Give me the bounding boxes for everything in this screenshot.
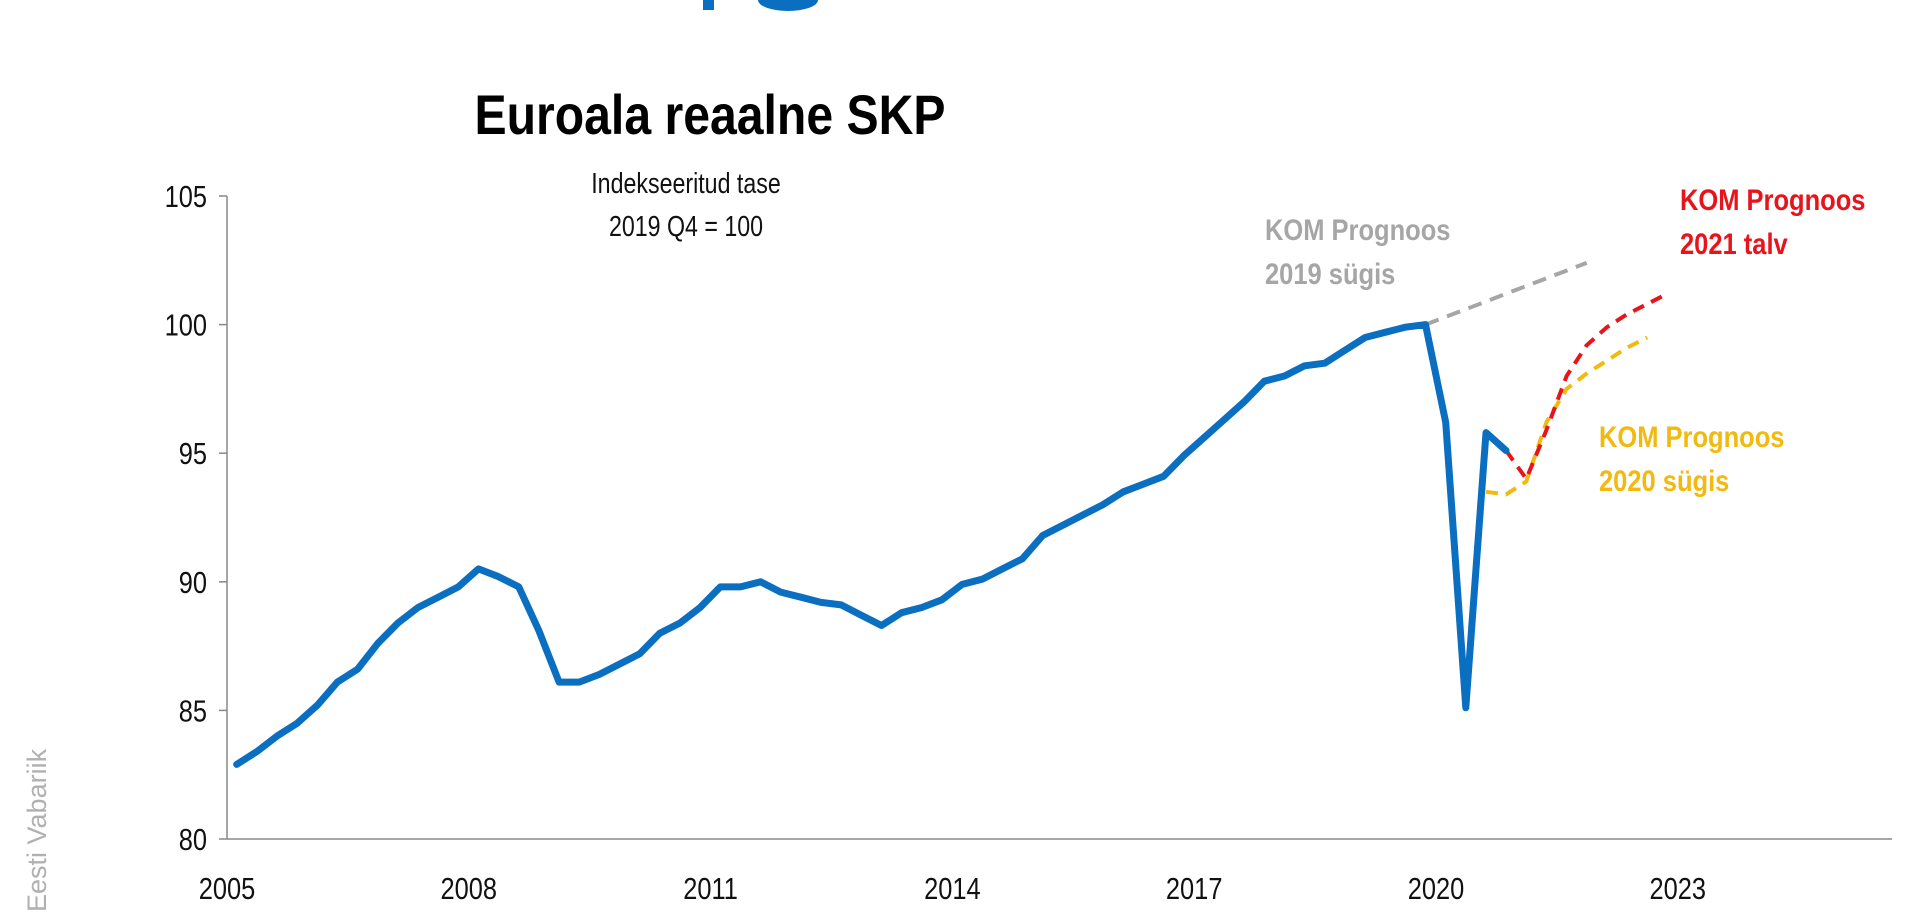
chart-subtitle-line-2: 2019 Q4 = 100 xyxy=(609,209,763,242)
label-forecast-2020-line-2: 2020 sügis xyxy=(1599,464,1729,497)
axes: 80 85 90 95 100 105 2005 2008 2011 2014 2017 2020 20… xyxy=(165,180,1892,907)
heading-fragment-descender xyxy=(758,0,818,11)
label-forecast-2020-line-1: KOM Prognoos xyxy=(1599,420,1784,453)
x-tick-label: 2020 xyxy=(1408,872,1465,907)
x-tick-label: 2023 xyxy=(1650,872,1707,907)
y-tick-label: 85 xyxy=(179,694,207,729)
series-forecast-2020 xyxy=(1485,335,1649,497)
legend-forecast-2021: KOM Prognoos 2021 talv xyxy=(1680,183,1865,260)
heading-fragment xyxy=(703,0,818,11)
x-tick-label: 2011 xyxy=(683,872,738,907)
heading-fragment-stroke xyxy=(703,0,714,10)
y-tick-label: 90 xyxy=(179,565,207,600)
y-tick-label: 95 xyxy=(179,437,207,472)
chart-subtitle-line-1: Indekseeritud tase xyxy=(591,166,781,199)
label-forecast-2021-line-1: KOM Prognoos xyxy=(1680,183,1865,216)
x-tick-label: 2005 xyxy=(199,872,256,907)
x-tick-label: 2017 xyxy=(1166,872,1223,907)
series-actual xyxy=(233,321,1510,768)
label-forecast-2019-line-2: 2019 sügis xyxy=(1265,257,1395,290)
label-forecast-2021-line-2: 2021 talv xyxy=(1680,227,1788,260)
series-forecast-2019 xyxy=(1424,261,1588,327)
legend-forecast-2019: KOM Prognoos 2019 sügis xyxy=(1265,213,1450,290)
series-forecast-2021 xyxy=(1504,291,1669,481)
watermark: Eesti Vabariik xyxy=(22,748,52,912)
y-tick-label: 105 xyxy=(165,180,207,215)
x-tick-label: 2014 xyxy=(924,872,981,907)
chart-title: Euroala reaalne SKP xyxy=(474,85,945,147)
y-tick-label: 80 xyxy=(179,823,207,858)
label-forecast-2019-line-1: KOM Prognoos xyxy=(1265,213,1450,246)
x-tick-label: 2008 xyxy=(441,872,498,907)
legend-forecast-2020: KOM Prognoos 2020 sügis xyxy=(1599,420,1784,497)
y-tick-label: 100 xyxy=(165,308,207,343)
series-lines xyxy=(233,261,1669,768)
